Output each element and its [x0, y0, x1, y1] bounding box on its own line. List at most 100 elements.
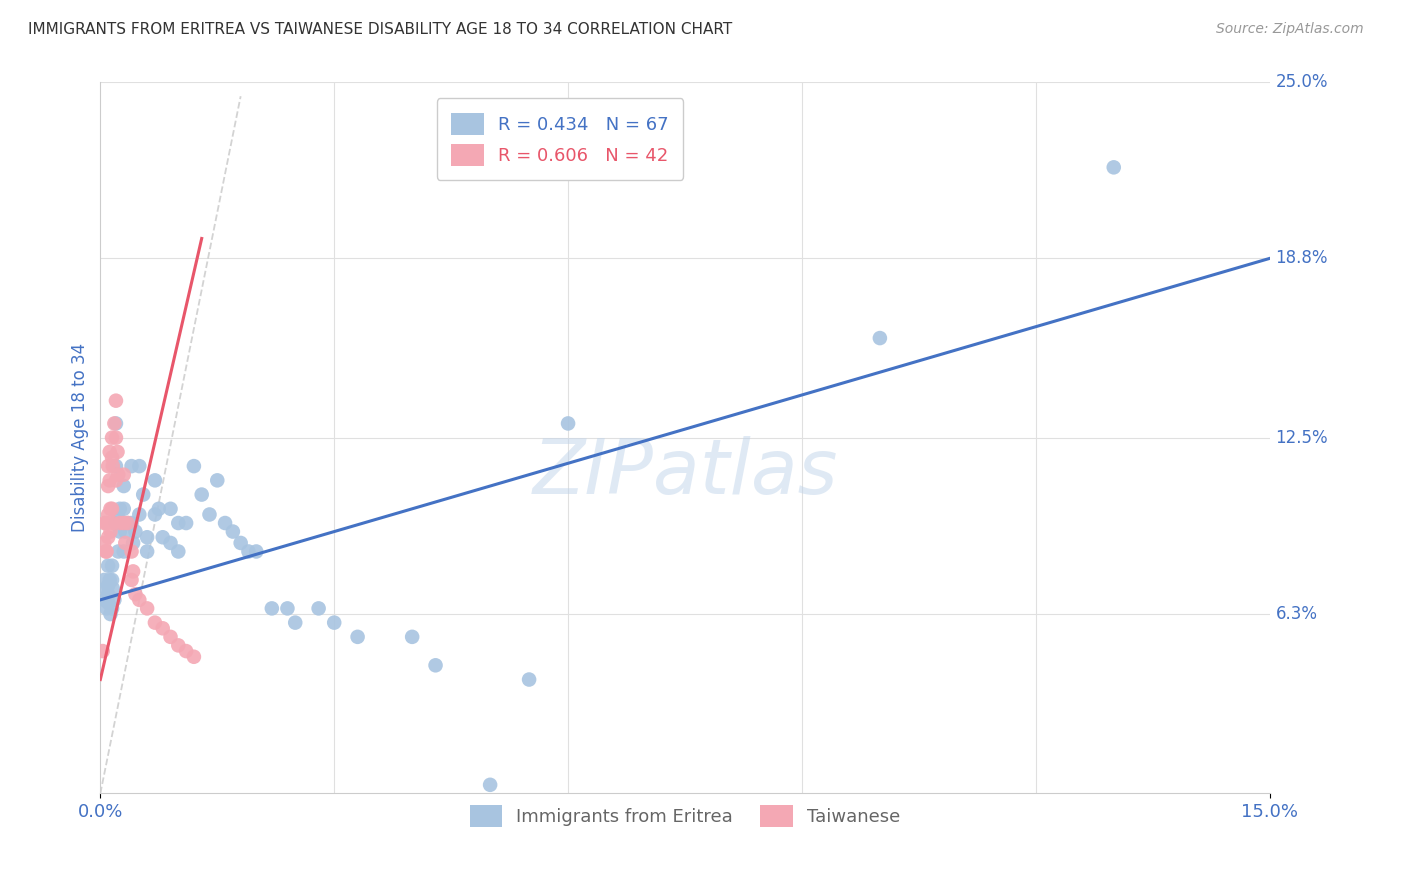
Point	[401, 630, 423, 644]
Point	[93, 536, 115, 550]
Y-axis label: Disability Age 18 to 34: Disability Age 18 to 34	[72, 343, 89, 533]
Point	[128, 459, 150, 474]
Point	[114, 536, 136, 550]
Text: IMMIGRANTS FROM ERITREA VS TAIWANESE DISABILITY AGE 18 TO 34 CORRELATION CHART: IMMIGRANTS FROM ERITREA VS TAIWANESE DIS…	[28, 22, 733, 37]
Point	[98, 573, 121, 587]
Point	[98, 445, 121, 459]
Point	[143, 508, 166, 522]
Point	[100, 501, 122, 516]
Point	[132, 487, 155, 501]
Point	[103, 592, 125, 607]
Point	[148, 501, 170, 516]
Point	[238, 544, 260, 558]
Point	[479, 778, 502, 792]
Point	[104, 417, 127, 431]
Point	[122, 536, 145, 550]
Point	[96, 544, 118, 558]
Point	[94, 582, 117, 596]
Point	[346, 630, 368, 644]
Legend: Immigrants from Eritrea, Taiwanese: Immigrants from Eritrea, Taiwanese	[463, 797, 908, 834]
Point	[121, 544, 143, 558]
Point	[108, 501, 131, 516]
Point	[101, 558, 124, 573]
Point	[276, 601, 298, 615]
Point	[97, 587, 120, 601]
Point	[190, 487, 212, 501]
Point	[101, 582, 124, 596]
Point	[97, 530, 120, 544]
Point	[101, 450, 124, 465]
Point	[97, 579, 120, 593]
Point	[128, 508, 150, 522]
Point	[112, 467, 135, 482]
Point	[323, 615, 346, 630]
Point	[117, 516, 139, 530]
Point	[124, 587, 146, 601]
Point	[152, 530, 174, 544]
Point	[207, 474, 229, 488]
Point	[112, 479, 135, 493]
Point	[167, 639, 190, 653]
Point	[93, 573, 115, 587]
Text: 25.0%: 25.0%	[1275, 73, 1329, 91]
Point	[517, 673, 540, 687]
Point	[128, 592, 150, 607]
Point	[107, 467, 129, 482]
Point	[96, 516, 118, 530]
Point	[107, 445, 129, 459]
Point	[112, 501, 135, 516]
Point	[121, 516, 143, 530]
Point	[222, 524, 245, 539]
Point	[122, 565, 145, 579]
Point	[869, 331, 891, 345]
Point	[245, 544, 267, 558]
Point	[167, 516, 190, 530]
Point	[143, 615, 166, 630]
Point	[101, 601, 124, 615]
Point	[104, 516, 127, 530]
Point	[97, 459, 120, 474]
Point	[93, 592, 115, 607]
Point	[101, 431, 124, 445]
Point	[136, 530, 159, 544]
Point	[159, 501, 181, 516]
Point	[104, 431, 127, 445]
Point	[103, 417, 125, 431]
Point	[98, 474, 121, 488]
Point	[1102, 161, 1125, 175]
Text: 12.5%: 12.5%	[1275, 429, 1329, 447]
Point	[260, 601, 283, 615]
Point	[557, 417, 579, 431]
Point	[101, 501, 124, 516]
Point	[91, 644, 114, 658]
Point	[174, 516, 197, 530]
Point	[112, 516, 135, 530]
Point	[121, 573, 143, 587]
Text: 18.8%: 18.8%	[1275, 250, 1329, 268]
Point	[97, 596, 120, 610]
Point	[159, 630, 181, 644]
Point	[107, 508, 129, 522]
Point	[100, 607, 122, 621]
Point	[174, 644, 197, 658]
Point	[284, 615, 307, 630]
Point	[214, 516, 236, 530]
Point	[97, 508, 120, 522]
Point	[104, 393, 127, 408]
Point	[198, 508, 221, 522]
Point	[112, 544, 135, 558]
Point	[108, 516, 131, 530]
Point	[136, 601, 159, 615]
Point	[167, 544, 190, 558]
Point	[114, 524, 136, 539]
Point	[101, 516, 124, 530]
Text: ZIPatlas: ZIPatlas	[533, 436, 838, 510]
Point	[229, 536, 252, 550]
Point	[101, 573, 124, 587]
Point	[96, 601, 118, 615]
Point	[136, 544, 159, 558]
Text: 6.3%: 6.3%	[1275, 605, 1317, 624]
Point	[183, 459, 205, 474]
Point	[152, 621, 174, 635]
Point	[101, 459, 124, 474]
